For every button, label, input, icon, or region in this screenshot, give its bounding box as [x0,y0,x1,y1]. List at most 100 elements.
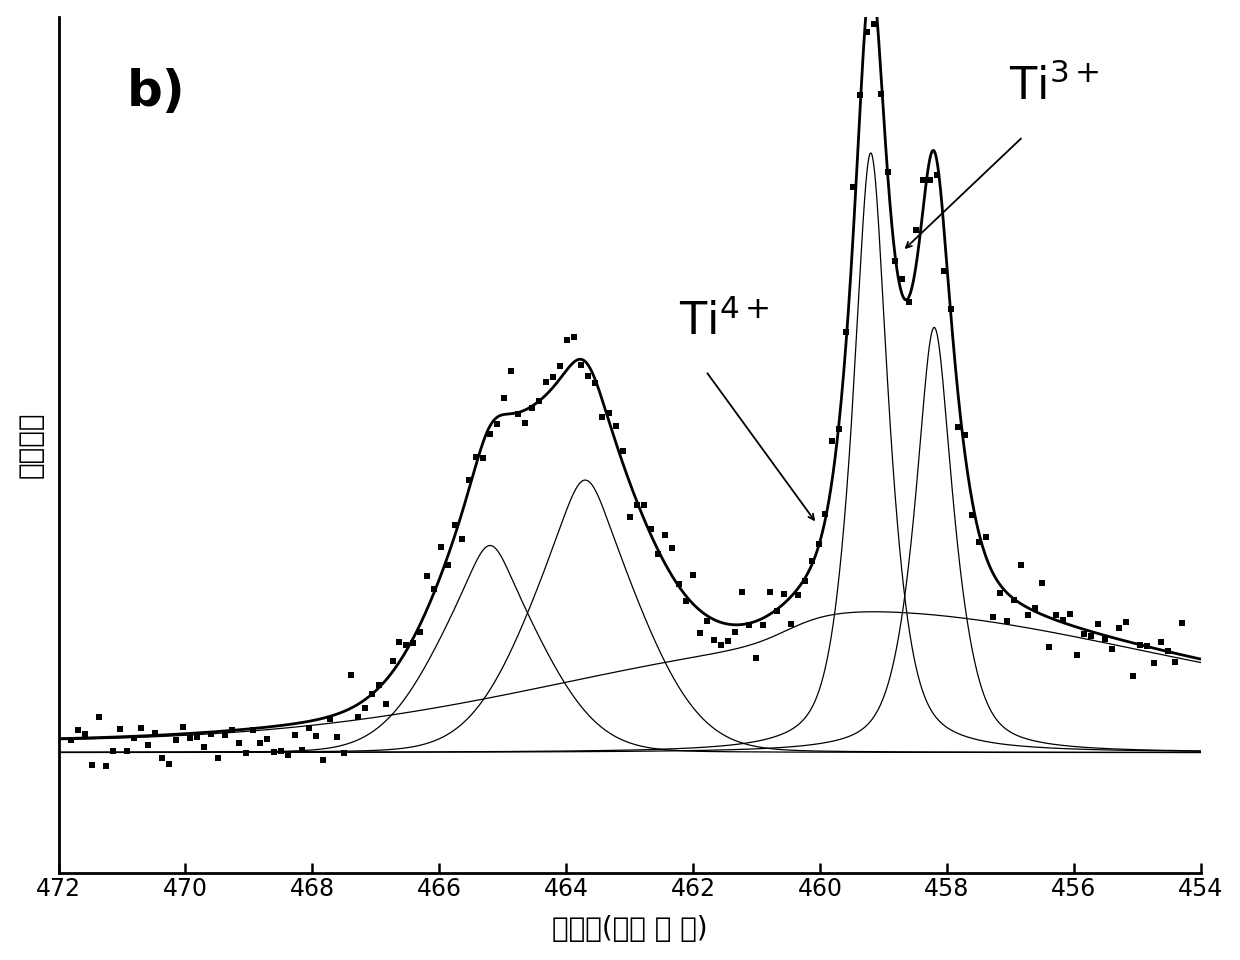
Point [291,742,311,757]
Point [187,730,207,745]
X-axis label: 结合能(电子 伏 特): 结合能(电子 伏 特) [552,915,708,944]
Point [864,16,884,32]
Point [326,730,346,745]
Point [704,632,724,647]
Point [774,587,794,602]
Point [229,735,249,751]
Point [410,625,430,640]
Point [487,416,507,431]
Point [110,721,130,736]
Point [634,497,653,513]
Point [949,420,968,435]
Point [585,375,605,391]
Point [124,731,144,746]
Point [760,584,780,599]
Point [536,374,556,390]
Point [103,744,123,759]
Point [920,173,940,188]
Point [131,720,151,735]
Point [1158,643,1178,659]
Point [347,709,367,725]
Text: Ti$^{3+}$: Ti$^{3+}$ [1009,64,1100,109]
Point [1172,614,1192,630]
Point [934,263,954,278]
Point [257,732,277,747]
Point [858,24,878,39]
Point [683,567,703,583]
Point [243,723,263,738]
Point [320,711,340,727]
Point [61,732,81,748]
Point [480,427,500,443]
Point [1018,608,1038,623]
Point [878,165,898,180]
Point [397,637,417,653]
Point [1074,626,1094,641]
Point [522,399,542,415]
Point [572,357,591,372]
Point [822,433,842,448]
Point [557,333,577,348]
Point [551,358,570,373]
Point [193,740,213,756]
Point [466,449,486,465]
Point [383,654,403,669]
Point [474,450,494,466]
Point [1102,641,1122,657]
Point [68,723,88,738]
Point [1123,669,1143,684]
Point [501,363,521,378]
Point [732,585,751,600]
Point [159,756,179,772]
Point [962,508,982,523]
Point [89,709,109,725]
Point [830,421,849,437]
Point [1130,637,1149,653]
Point [118,743,138,758]
Point [697,613,717,629]
Point [264,744,284,759]
Point [529,394,549,409]
Point [201,726,221,741]
Point [745,650,765,665]
Point [613,444,632,459]
Point [787,588,807,603]
Point [1116,614,1136,630]
Point [1060,607,1080,622]
Point [1066,647,1086,662]
Point [899,295,919,310]
Point [341,667,361,683]
Point [649,546,668,562]
Point [872,86,892,102]
Point [306,729,326,744]
Point [620,510,640,525]
Point [1039,638,1059,654]
Point [76,727,95,742]
Text: b): b) [126,68,186,116]
Point [885,253,905,269]
Point [578,369,598,384]
Point [424,581,444,596]
Point [655,527,675,542]
Point [599,405,619,420]
Point [725,624,745,639]
Point [334,745,353,760]
Point [145,726,165,741]
Point [1087,616,1107,632]
Point [970,534,990,549]
Point [1095,631,1115,646]
Point [153,751,172,766]
Point [837,324,857,340]
Point [362,686,382,702]
Point [389,634,409,649]
Point [543,369,563,384]
Point [766,604,786,619]
Point [893,271,913,286]
Point [689,625,709,640]
Point [711,637,730,653]
Point [418,568,438,584]
Point [312,752,332,767]
Point [781,616,801,632]
Point [676,593,696,609]
Point [180,731,200,746]
